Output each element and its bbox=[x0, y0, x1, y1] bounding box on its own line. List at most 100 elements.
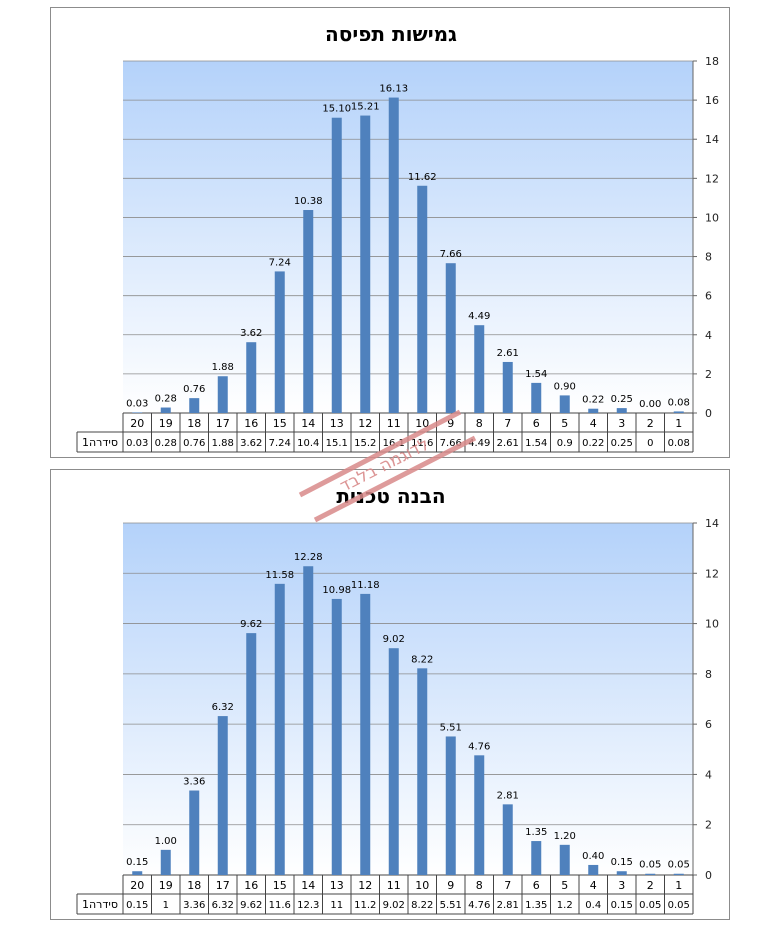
y-tick-label: 18 bbox=[705, 55, 719, 68]
data-label: 15.21 bbox=[351, 102, 380, 113]
category-label: 13 bbox=[330, 417, 344, 430]
table-value: 0.4 bbox=[585, 900, 601, 911]
bar bbox=[360, 593, 371, 875]
bar bbox=[217, 716, 228, 875]
chart-panel-technical: 0 2 4 6 8 10 12 14 סידרה1 0.05 1 0.05 0.05 2 0.05 0.15 3… bbox=[50, 469, 730, 920]
bar bbox=[217, 376, 228, 413]
table-value: 1.35 bbox=[525, 900, 547, 911]
category-label: 10 bbox=[415, 879, 429, 892]
data-label: 5.51 bbox=[440, 722, 462, 733]
data-label: 11.18 bbox=[351, 580, 380, 591]
y-tick-label: 6 bbox=[705, 290, 712, 303]
data-label: 7.66 bbox=[440, 249, 462, 260]
category-label: 12 bbox=[358, 417, 372, 430]
bar bbox=[274, 583, 285, 875]
table-value: 8.22 bbox=[411, 900, 433, 911]
bar bbox=[445, 736, 456, 875]
bar bbox=[274, 271, 285, 413]
table-value: 6.32 bbox=[212, 900, 234, 911]
table-value: 11 bbox=[330, 900, 343, 911]
bar bbox=[531, 841, 542, 875]
table-value: 15.1 bbox=[326, 438, 348, 449]
series-name-label: סידרה1 bbox=[82, 436, 118, 449]
bar bbox=[417, 668, 428, 875]
bar bbox=[616, 408, 627, 413]
bar bbox=[246, 633, 257, 875]
table-value: 10.4 bbox=[297, 438, 319, 449]
bar bbox=[132, 412, 143, 413]
category-label: 19 bbox=[159, 879, 173, 892]
table-value: 0 bbox=[647, 438, 653, 449]
data-label: 1.35 bbox=[525, 827, 547, 838]
table-value: 0.76 bbox=[183, 438, 205, 449]
table-value: 0.22 bbox=[582, 438, 604, 449]
table-value: 1.2 bbox=[557, 900, 573, 911]
data-label: 3.62 bbox=[240, 328, 262, 339]
category-label: 5 bbox=[561, 879, 568, 892]
y-tick-label: 10 bbox=[705, 211, 719, 224]
data-label: 0.90 bbox=[554, 381, 576, 392]
category-label: 6 bbox=[533, 879, 540, 892]
bar bbox=[189, 398, 200, 413]
data-label: 12.28 bbox=[294, 552, 323, 563]
table-value: 0.15 bbox=[611, 900, 633, 911]
bar bbox=[502, 361, 513, 413]
category-label: 9 bbox=[447, 417, 454, 430]
data-label: 11.58 bbox=[265, 570, 294, 581]
category-label: 7 bbox=[504, 417, 511, 430]
data-label: 0.40 bbox=[582, 851, 604, 862]
bar bbox=[474, 755, 485, 875]
data-label: 1.20 bbox=[554, 831, 576, 842]
y-tick-label: 4 bbox=[705, 768, 712, 781]
table-value: 1 bbox=[163, 900, 169, 911]
category-label: 3 bbox=[618, 879, 625, 892]
category-label: 11 bbox=[387, 417, 401, 430]
data-label: 2.61 bbox=[497, 348, 519, 359]
category-label: 17 bbox=[216, 879, 230, 892]
data-label: 1.00 bbox=[155, 836, 177, 847]
table-value: 0.28 bbox=[155, 438, 177, 449]
category-label: 15 bbox=[273, 879, 287, 892]
data-label: 3.36 bbox=[183, 777, 205, 788]
table-value: 9.02 bbox=[383, 900, 405, 911]
data-label: 0.76 bbox=[183, 384, 205, 395]
y-tick-label: 14 bbox=[705, 133, 719, 146]
category-label: 14 bbox=[301, 417, 315, 430]
category-label: 1 bbox=[675, 879, 682, 892]
chart-svg-technical: 02468101214סידרה10.0510.050.0520.050.153… bbox=[76, 484, 719, 915]
data-label: 0.22 bbox=[582, 395, 604, 406]
table-value: 2.61 bbox=[497, 438, 519, 449]
y-tick-label: 2 bbox=[705, 368, 712, 381]
bar bbox=[132, 871, 143, 875]
category-label: 12 bbox=[358, 879, 372, 892]
table-value: 1.88 bbox=[212, 438, 234, 449]
bar bbox=[303, 210, 314, 413]
bar bbox=[160, 849, 171, 875]
category-label: 8 bbox=[476, 417, 483, 430]
table-value: 1.54 bbox=[525, 438, 547, 449]
bar bbox=[588, 864, 599, 875]
bar bbox=[445, 263, 456, 413]
y-tick-label: 4 bbox=[705, 329, 712, 342]
bar bbox=[246, 342, 257, 413]
category-label: 4 bbox=[590, 417, 597, 430]
table-value: 4.76 bbox=[468, 900, 490, 911]
series-name-label: סידרה1 bbox=[82, 898, 118, 911]
bar bbox=[502, 804, 513, 875]
data-label: 1.88 bbox=[212, 362, 234, 373]
data-label: 1.54 bbox=[525, 369, 547, 380]
chart-title: גמישות תפיסה bbox=[325, 22, 457, 46]
category-label: 15 bbox=[273, 417, 287, 430]
bar bbox=[388, 97, 399, 414]
category-label: 7 bbox=[504, 879, 511, 892]
bar bbox=[559, 844, 570, 875]
category-label: 16 bbox=[244, 417, 258, 430]
plot-area bbox=[123, 523, 693, 875]
table-value: 3.62 bbox=[240, 438, 262, 449]
data-label: 8.22 bbox=[411, 654, 433, 665]
bar bbox=[331, 117, 342, 413]
data-label: 11.62 bbox=[408, 172, 437, 183]
table-value: 11.6 bbox=[411, 438, 433, 449]
category-label: 20 bbox=[130, 417, 144, 430]
category-label: 4 bbox=[590, 879, 597, 892]
